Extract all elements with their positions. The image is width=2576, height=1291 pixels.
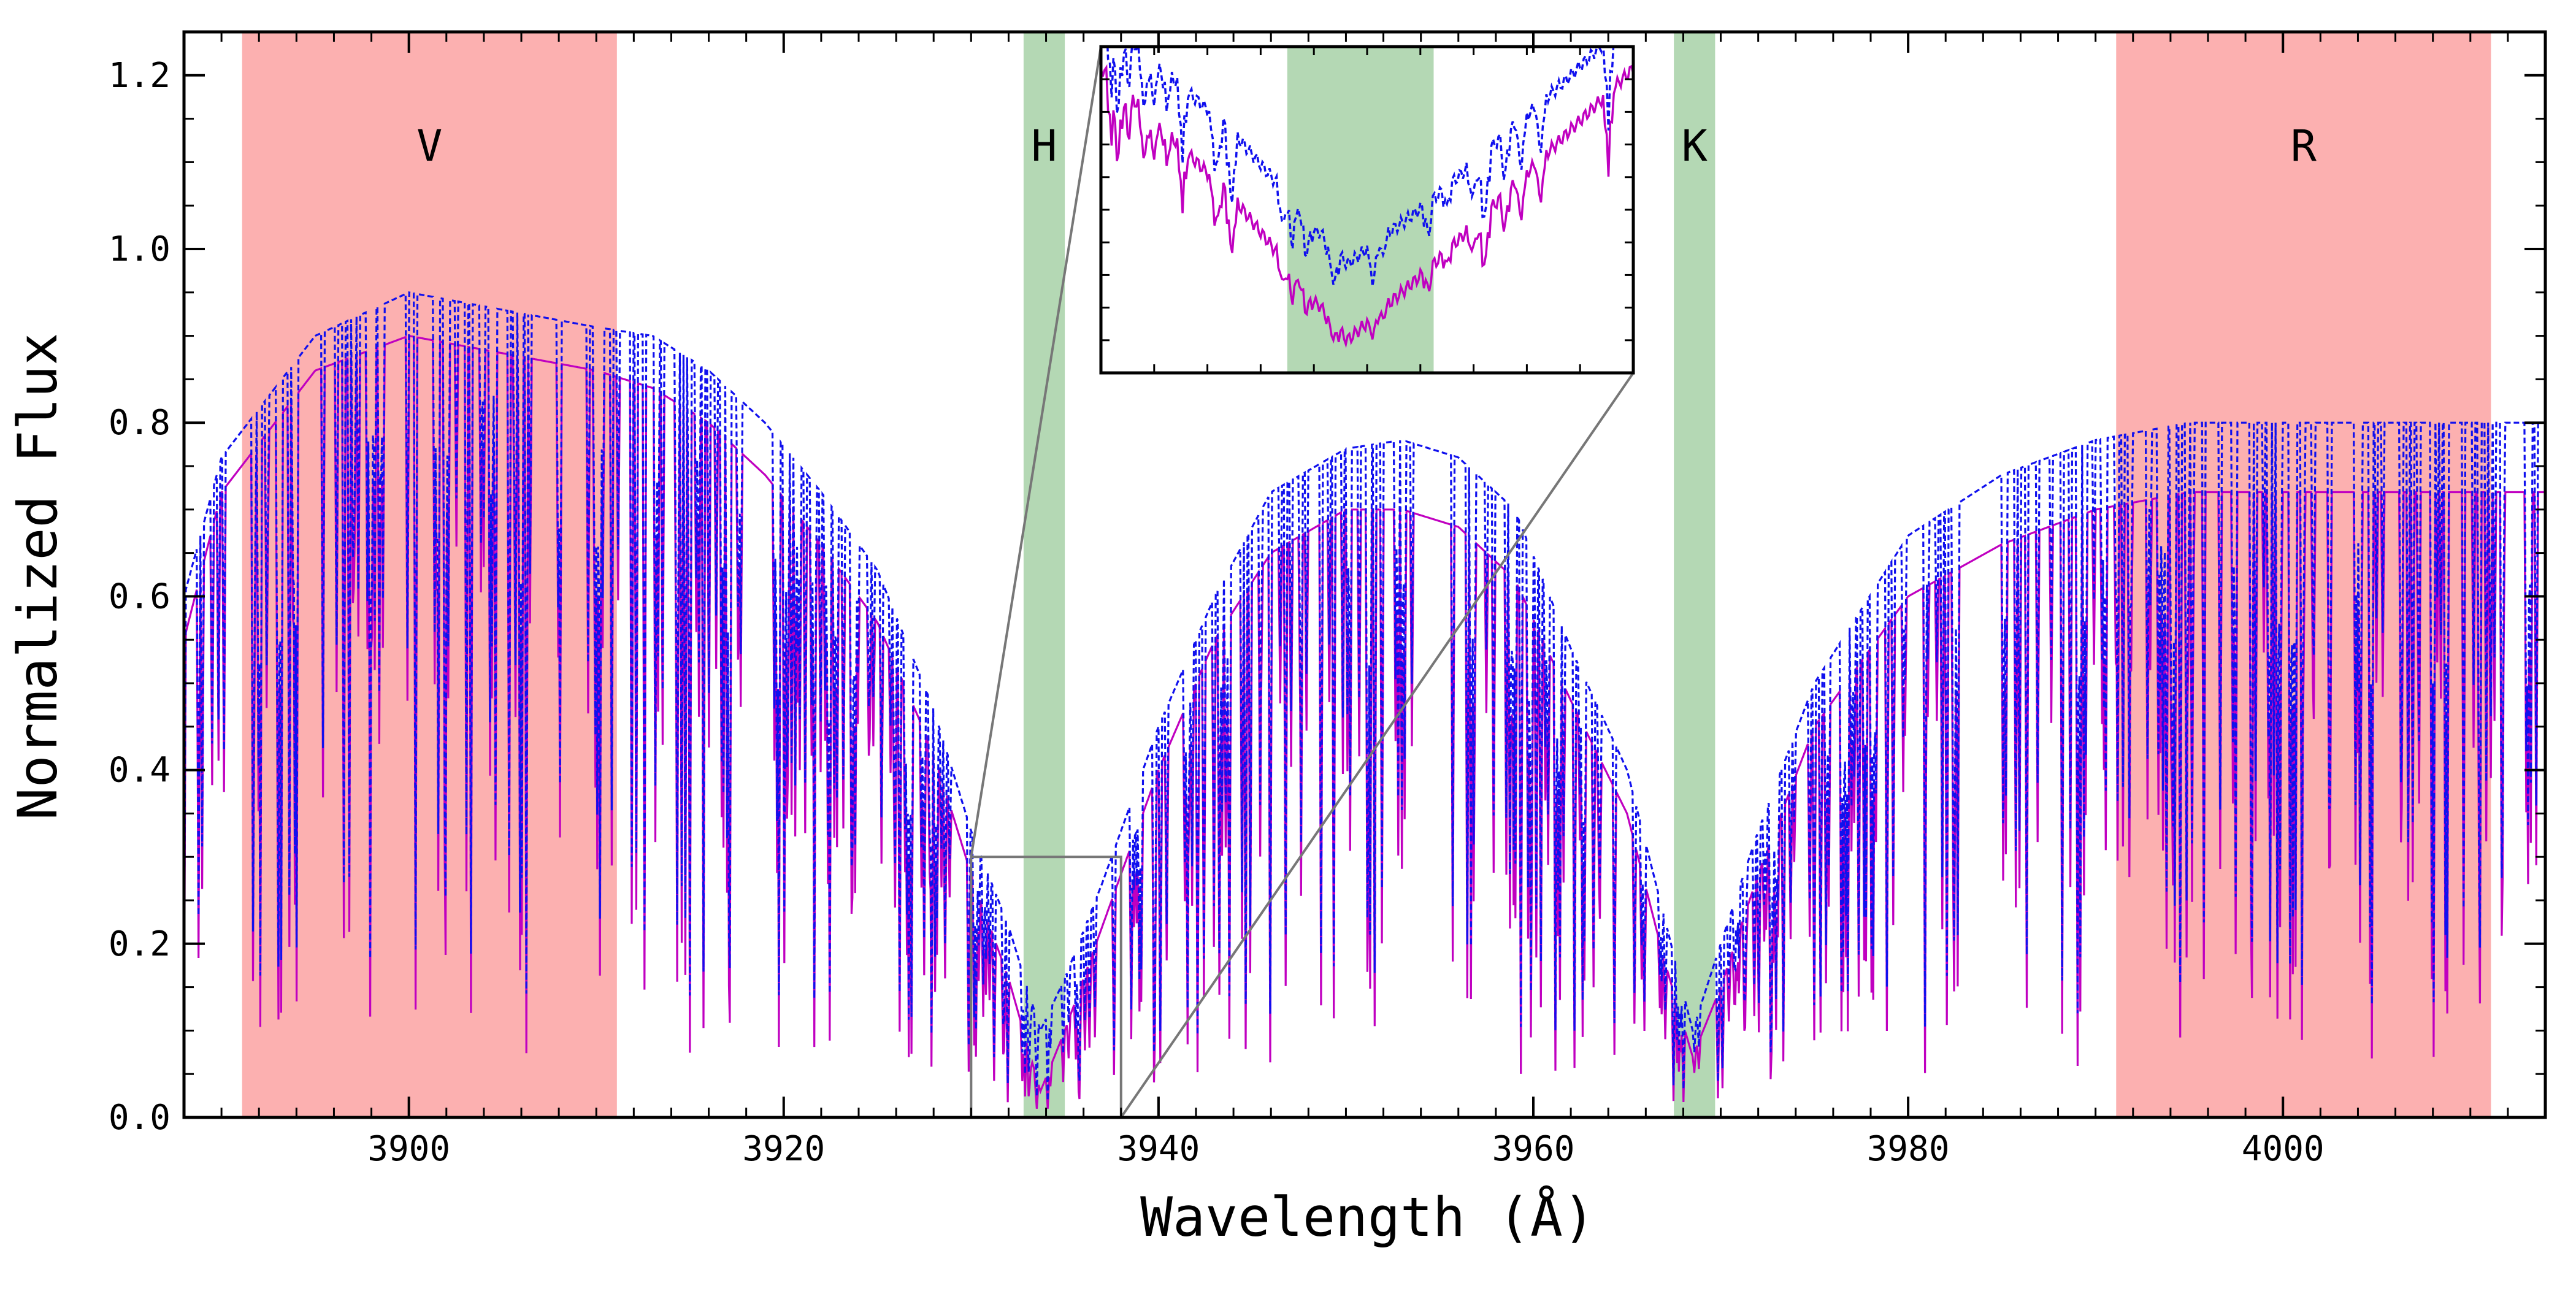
x-tick-label: 3960: [1492, 1129, 1575, 1169]
x-tick-label: 3940: [1117, 1129, 1200, 1169]
y-tick-label: 0.2: [109, 924, 171, 964]
x-axis-title: Wavelength (Å): [1140, 1186, 1595, 1249]
y-axis-title: Normalized Flux: [6, 333, 69, 821]
y-tick-label: 0.6: [109, 577, 171, 616]
band-k: [1674, 32, 1715, 1117]
zoom-connector-left: [970, 46, 1102, 857]
y-tick-label: 0.0: [109, 1098, 171, 1138]
y-tick-label: 0.4: [109, 751, 171, 791]
x-tick-label: 4000: [2242, 1129, 2325, 1169]
y-tick-label: 0.8: [109, 403, 171, 443]
inset-panel: [1099, 45, 1635, 375]
axes: 3900 3920 3940 3960 3980 4000 0.0 0.2 0.4 0.6 0.8 1…: [109, 30, 2547, 1169]
band-v: [242, 32, 617, 1117]
spectrum-lines: [184, 291, 2545, 1109]
inset-series-solid: [1101, 64, 1633, 348]
band-h: [1023, 32, 1065, 1117]
x-tick-label: 3980: [1867, 1129, 1950, 1169]
band-label-h: H: [1031, 121, 1057, 171]
x-tick-label: 3920: [742, 1129, 825, 1169]
series-dashed-line: [184, 291, 2545, 1101]
band-label-v: V: [416, 121, 442, 171]
inset-band-h: [1287, 47, 1434, 373]
plot-frame: [182, 30, 2547, 1119]
y-tick-label: 1.2: [109, 56, 171, 96]
band-label-k: K: [1682, 121, 1708, 171]
zoom-connector-right: [1120, 372, 1635, 1119]
band-label-r: R: [2291, 121, 2317, 171]
y-tick-label: 1.0: [109, 229, 171, 269]
x-tick-label: 3900: [367, 1129, 450, 1169]
inset-series-dashed: [1106, 47, 1615, 287]
series-solid-line: [184, 334, 2545, 1109]
